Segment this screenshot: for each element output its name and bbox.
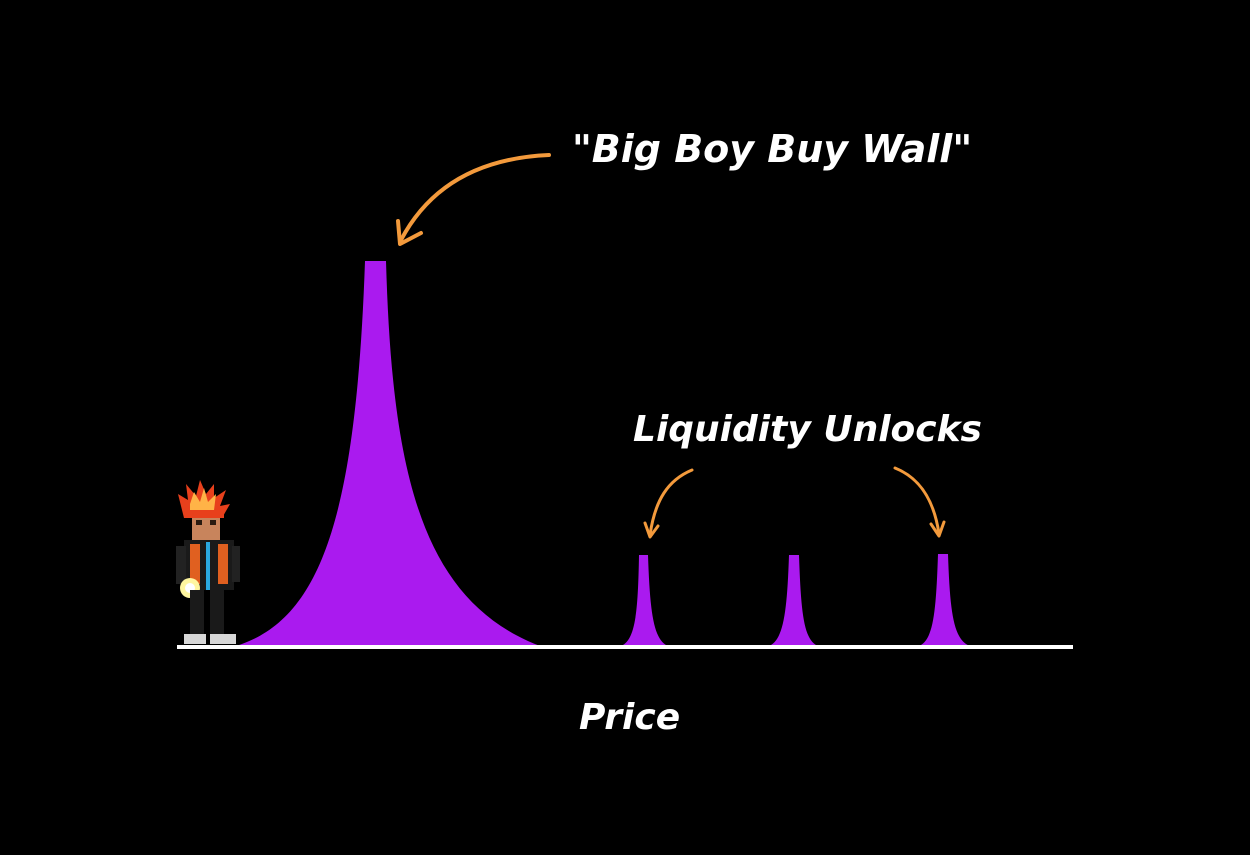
character-icon	[176, 480, 240, 644]
buy-wall-peak	[236, 261, 540, 646]
liquidity-unlocks-label: Liquidity Unlocks	[633, 409, 982, 450]
liquidity-unlock-peak	[621, 555, 668, 646]
liquidity-unlock-arrow-left	[643, 468, 694, 539]
liquidity-unlock-arrow-right	[893, 466, 946, 538]
x-axis-label: Price	[579, 697, 680, 738]
buy-wall-arrow	[396, 153, 551, 246]
buy-wall-label: "Big Boy Buy Wall"	[572, 127, 972, 171]
liquidity-unlock-peak	[919, 554, 970, 646]
liquidity-unlock-peak	[769, 555, 818, 646]
